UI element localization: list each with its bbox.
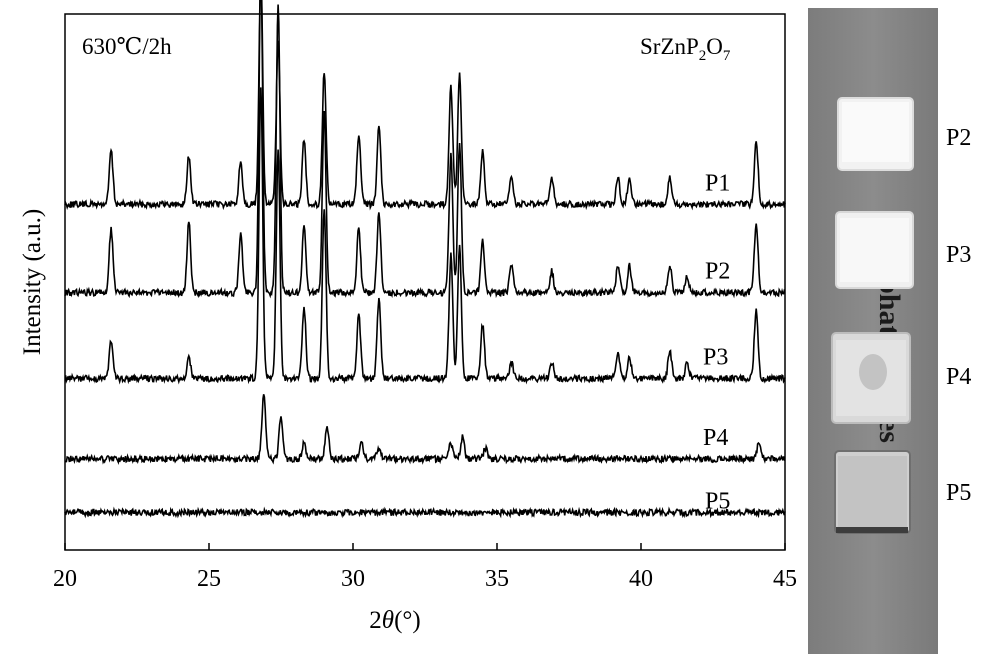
series-line-p3 bbox=[64, 87, 786, 385]
x-tick-label: 30 bbox=[341, 566, 365, 592]
x-tick-label: 40 bbox=[629, 566, 653, 592]
series-label-p4: P4 bbox=[703, 425, 728, 451]
photo-label-p5: P5 bbox=[946, 480, 971, 506]
x-tick-label: 45 bbox=[773, 566, 797, 592]
xrd-chart: 20 25 30 35 40 45 P1 P2 P3 P4 P5 630℃/2h SrZnP2O7… bbox=[19, 0, 797, 634]
y-axis-label: Intensity (a.u.) bbox=[19, 209, 46, 355]
series-line-p4 bbox=[64, 394, 786, 465]
series-label-p2: P2 bbox=[705, 259, 730, 285]
glass-sample-p2 bbox=[837, 97, 914, 171]
x-axis: 20 25 30 35 40 45 bbox=[53, 543, 797, 592]
photo-label-p3: P3 bbox=[946, 242, 971, 268]
x-axis-label: 2θ(°) bbox=[369, 607, 420, 634]
condition-annotation: 630℃/2h bbox=[82, 34, 172, 59]
x-tick-label: 20 bbox=[53, 566, 77, 592]
plot-frame bbox=[64, 13, 786, 551]
series-group bbox=[64, 0, 786, 519]
glass-sample-p5 bbox=[834, 450, 911, 534]
series-label-p3: P3 bbox=[703, 344, 728, 370]
x-tick-label: 25 bbox=[197, 566, 221, 592]
photo-labels: P2 P3 P4 P5 bbox=[946, 125, 971, 506]
photo-label-p4: P4 bbox=[946, 364, 971, 390]
formula-annotation: SrZnP2O7 bbox=[640, 34, 731, 64]
series-label-p1: P1 bbox=[705, 170, 730, 196]
photo-label-p2: P2 bbox=[946, 125, 971, 151]
glass-sample-p3 bbox=[835, 211, 914, 289]
series-line-p5 bbox=[64, 506, 786, 519]
series-line-p2 bbox=[64, 0, 786, 299]
series-line-p1 bbox=[64, 0, 786, 211]
x-tick-label: 35 bbox=[485, 566, 509, 592]
glass-sample-p4 bbox=[831, 332, 911, 424]
series-labels: P1 P2 P3 P4 P5 bbox=[703, 170, 730, 514]
series-label-p5: P5 bbox=[705, 488, 730, 514]
